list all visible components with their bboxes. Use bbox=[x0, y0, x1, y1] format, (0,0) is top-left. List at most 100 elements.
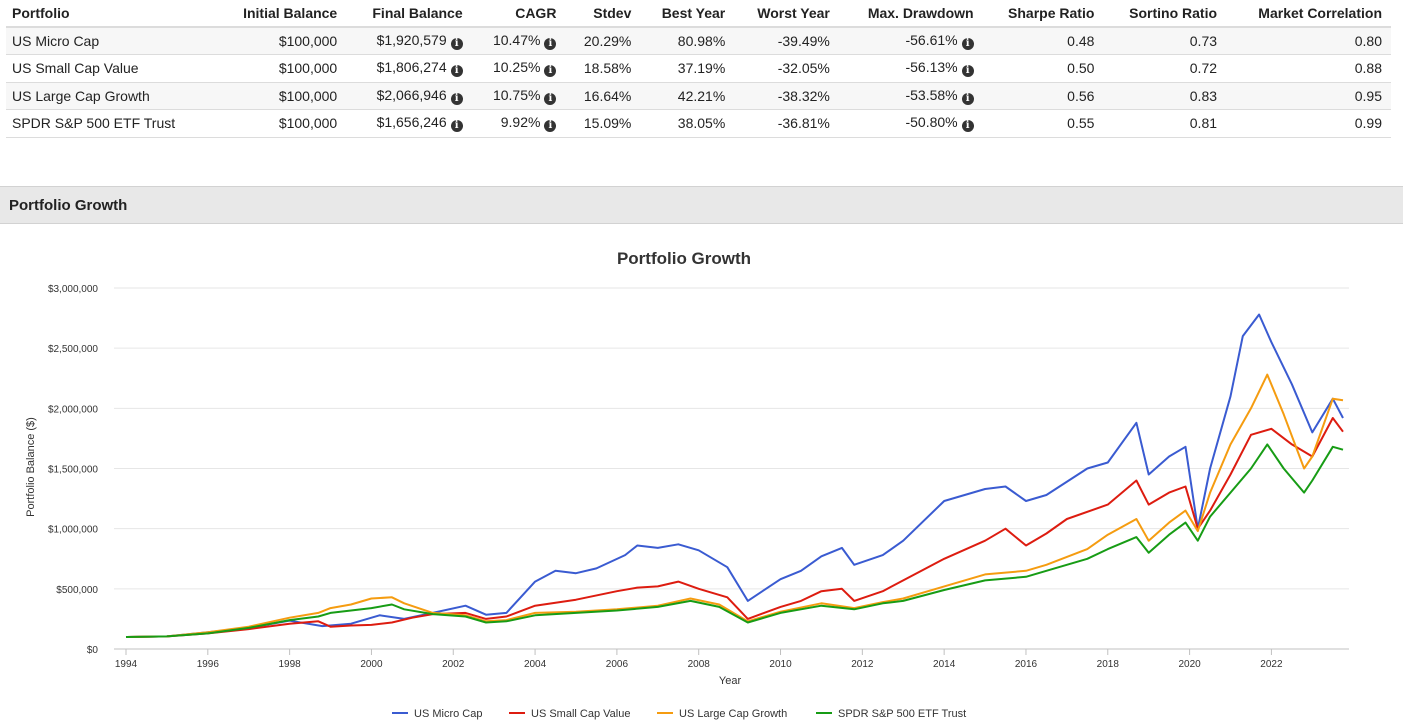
x-tick-label: 2022 bbox=[1260, 659, 1283, 670]
cell-stdev: 18.58% bbox=[565, 54, 641, 83]
cell-best-year: 42.21% bbox=[640, 82, 735, 110]
cell-cagr: 9.92% i bbox=[471, 109, 566, 138]
info-circle-icon[interactable]: i bbox=[544, 65, 557, 78]
cell-cagr: 10.47% i bbox=[471, 27, 566, 55]
x-tick-label: 2018 bbox=[1097, 659, 1120, 670]
cell-sharpe-ratio: 0.50 bbox=[982, 54, 1104, 83]
x-tick-label: 2014 bbox=[933, 659, 956, 670]
y-axis-label: Portfolio Balance ($) bbox=[25, 417, 37, 517]
x-tick-label: 2008 bbox=[688, 659, 711, 670]
col-max-drawdown[interactable]: Max. Drawdown bbox=[838, 0, 983, 28]
cell-stdev: 20.29% bbox=[565, 27, 641, 55]
chart-title: Portfolio Growth bbox=[617, 249, 751, 268]
y-axis-ticks: $0 $500,000 $1,000,000 $1,500,000 $2,000,000… bbox=[48, 284, 98, 656]
cell-market-correlation: 0.95 bbox=[1226, 82, 1391, 110]
info-circle-icon[interactable]: i bbox=[544, 120, 557, 133]
col-portfolio[interactable]: Portfolio bbox=[6, 0, 217, 28]
y-tick-label: $2,000,000 bbox=[48, 404, 98, 415]
legend-item-label: SPDR S&P 500 ETF Trust bbox=[838, 708, 966, 720]
col-sharpe-ratio[interactable]: Sharpe Ratio bbox=[982, 0, 1104, 28]
section-title: Portfolio Growth bbox=[9, 197, 128, 214]
x-tick-label: 2010 bbox=[769, 659, 792, 670]
cell-final-balance: $1,920,579 i bbox=[346, 27, 472, 55]
cell-portfolio-name: US Large Cap Growth bbox=[6, 82, 217, 110]
cell-sortino-ratio: 0.72 bbox=[1103, 54, 1227, 83]
cell-max-drawdown: -56.61% i bbox=[838, 27, 983, 55]
chart-series bbox=[125, 313, 1344, 638]
series-line-us-small-cap-value bbox=[125, 417, 1344, 638]
cell-market-correlation: 0.80 bbox=[1226, 27, 1391, 55]
cell-worst-year: -36.81% bbox=[734, 109, 839, 138]
cell-sharpe-ratio: 0.55 bbox=[982, 109, 1104, 138]
info-circle-icon[interactable]: i bbox=[450, 38, 463, 50]
col-initial-balance[interactable]: Initial Balance bbox=[216, 0, 347, 28]
cell-market-correlation: 0.99 bbox=[1226, 109, 1391, 138]
cell-stdev: 16.64% bbox=[565, 82, 641, 110]
y-tick-label: $1,500,000 bbox=[48, 465, 98, 476]
info-circle-icon[interactable]: i bbox=[450, 92, 463, 105]
info-circle-icon[interactable]: i bbox=[450, 120, 463, 133]
x-tick-label: 1996 bbox=[197, 659, 220, 670]
x-tick-label: 2020 bbox=[1178, 659, 1201, 670]
cell-cagr: 10.75% i bbox=[471, 82, 566, 110]
col-cagr[interactable]: CAGR bbox=[471, 0, 566, 28]
y-tick-label: $500,000 bbox=[56, 585, 98, 596]
cell-sortino-ratio: 0.73 bbox=[1103, 27, 1227, 55]
cell-initial-balance: $100,000 bbox=[216, 27, 347, 55]
info-circle-icon[interactable]: i bbox=[544, 38, 557, 50]
info-circle-icon[interactable]: i bbox=[544, 92, 557, 105]
cell-worst-year: -32.05% bbox=[734, 54, 839, 83]
series-line-spdr-s-p-500-etf-trust bbox=[125, 443, 1344, 638]
cell-worst-year: -39.49% bbox=[734, 27, 839, 55]
col-worst-year[interactable]: Worst Year bbox=[734, 0, 839, 28]
info-circle-icon[interactable]: i bbox=[961, 65, 974, 78]
table-row: SPDR S&P 500 ETF Trust $100,000 $1,656,2… bbox=[6, 109, 1391, 138]
cell-sharpe-ratio: 0.56 bbox=[982, 82, 1104, 110]
y-tick-label: $2,500,000 bbox=[48, 344, 98, 355]
x-tick-label: 2006 bbox=[606, 659, 629, 670]
cell-cagr: 10.25% i bbox=[471, 54, 566, 83]
cell-max-drawdown: -53.58% i bbox=[838, 82, 983, 110]
cell-sortino-ratio: 0.83 bbox=[1103, 82, 1227, 110]
cell-portfolio-name: SPDR S&P 500 ETF Trust bbox=[6, 109, 217, 138]
legend-item-label: US Large Cap Growth bbox=[679, 708, 787, 720]
table-header-row: Portfolio Initial Balance Final Balance … bbox=[6, 0, 1391, 28]
cell-market-correlation: 0.88 bbox=[1226, 54, 1391, 83]
series-line-us-large-cap-growth bbox=[125, 373, 1344, 638]
cell-sortino-ratio: 0.81 bbox=[1103, 109, 1227, 138]
col-best-year[interactable]: Best Year bbox=[640, 0, 735, 28]
col-final-balance[interactable]: Final Balance bbox=[346, 0, 472, 28]
info-circle-icon[interactable]: i bbox=[961, 38, 974, 50]
cell-final-balance: $1,806,274 i bbox=[346, 54, 472, 83]
x-tick-label: 1994 bbox=[115, 659, 138, 670]
x-tick-label: 1998 bbox=[279, 659, 302, 670]
y-tick-label: $0 bbox=[87, 645, 99, 656]
y-tick-label: $3,000,000 bbox=[48, 284, 98, 295]
legend-item-label: US Micro Cap bbox=[414, 708, 482, 720]
chart-legend: US Micro Cap US Small Cap Value US Large C… bbox=[392, 708, 966, 720]
cell-initial-balance: $100,000 bbox=[216, 82, 347, 110]
x-tick-label: 2016 bbox=[1015, 659, 1038, 670]
chart-grid bbox=[114, 287, 1349, 650]
info-circle-icon[interactable]: i bbox=[450, 65, 463, 78]
cell-portfolio-name: US Micro Cap bbox=[6, 27, 217, 55]
x-axis-label: Year bbox=[719, 675, 742, 687]
cell-portfolio-name: US Small Cap Value bbox=[6, 54, 217, 83]
cell-final-balance: $1,656,246 i bbox=[346, 109, 472, 138]
portfolio-growth-section-header: Portfolio Growth bbox=[0, 186, 1403, 224]
col-stdev[interactable]: Stdev bbox=[565, 0, 641, 28]
cell-initial-balance: $100,000 bbox=[216, 54, 347, 83]
cell-best-year: 38.05% bbox=[640, 109, 735, 138]
info-circle-icon[interactable]: i bbox=[961, 120, 974, 133]
cell-sharpe-ratio: 0.48 bbox=[982, 27, 1104, 55]
col-market-correlation[interactable]: Market Correlation bbox=[1226, 0, 1391, 28]
x-axis-ticks: 1994 1996 1998 2000 2002 2004 2006 2008 2010 2012… bbox=[115, 649, 1283, 670]
cell-max-drawdown: -56.13% i bbox=[838, 54, 983, 83]
cell-best-year: 80.98% bbox=[640, 27, 735, 55]
legend-item-label: US Small Cap Value bbox=[531, 708, 630, 720]
info-circle-icon[interactable]: i bbox=[961, 92, 974, 105]
col-sortino-ratio[interactable]: Sortino Ratio bbox=[1103, 0, 1227, 28]
cell-stdev: 15.09% bbox=[565, 109, 641, 138]
cell-initial-balance: $100,000 bbox=[216, 109, 347, 138]
x-tick-label: 2012 bbox=[851, 659, 874, 670]
